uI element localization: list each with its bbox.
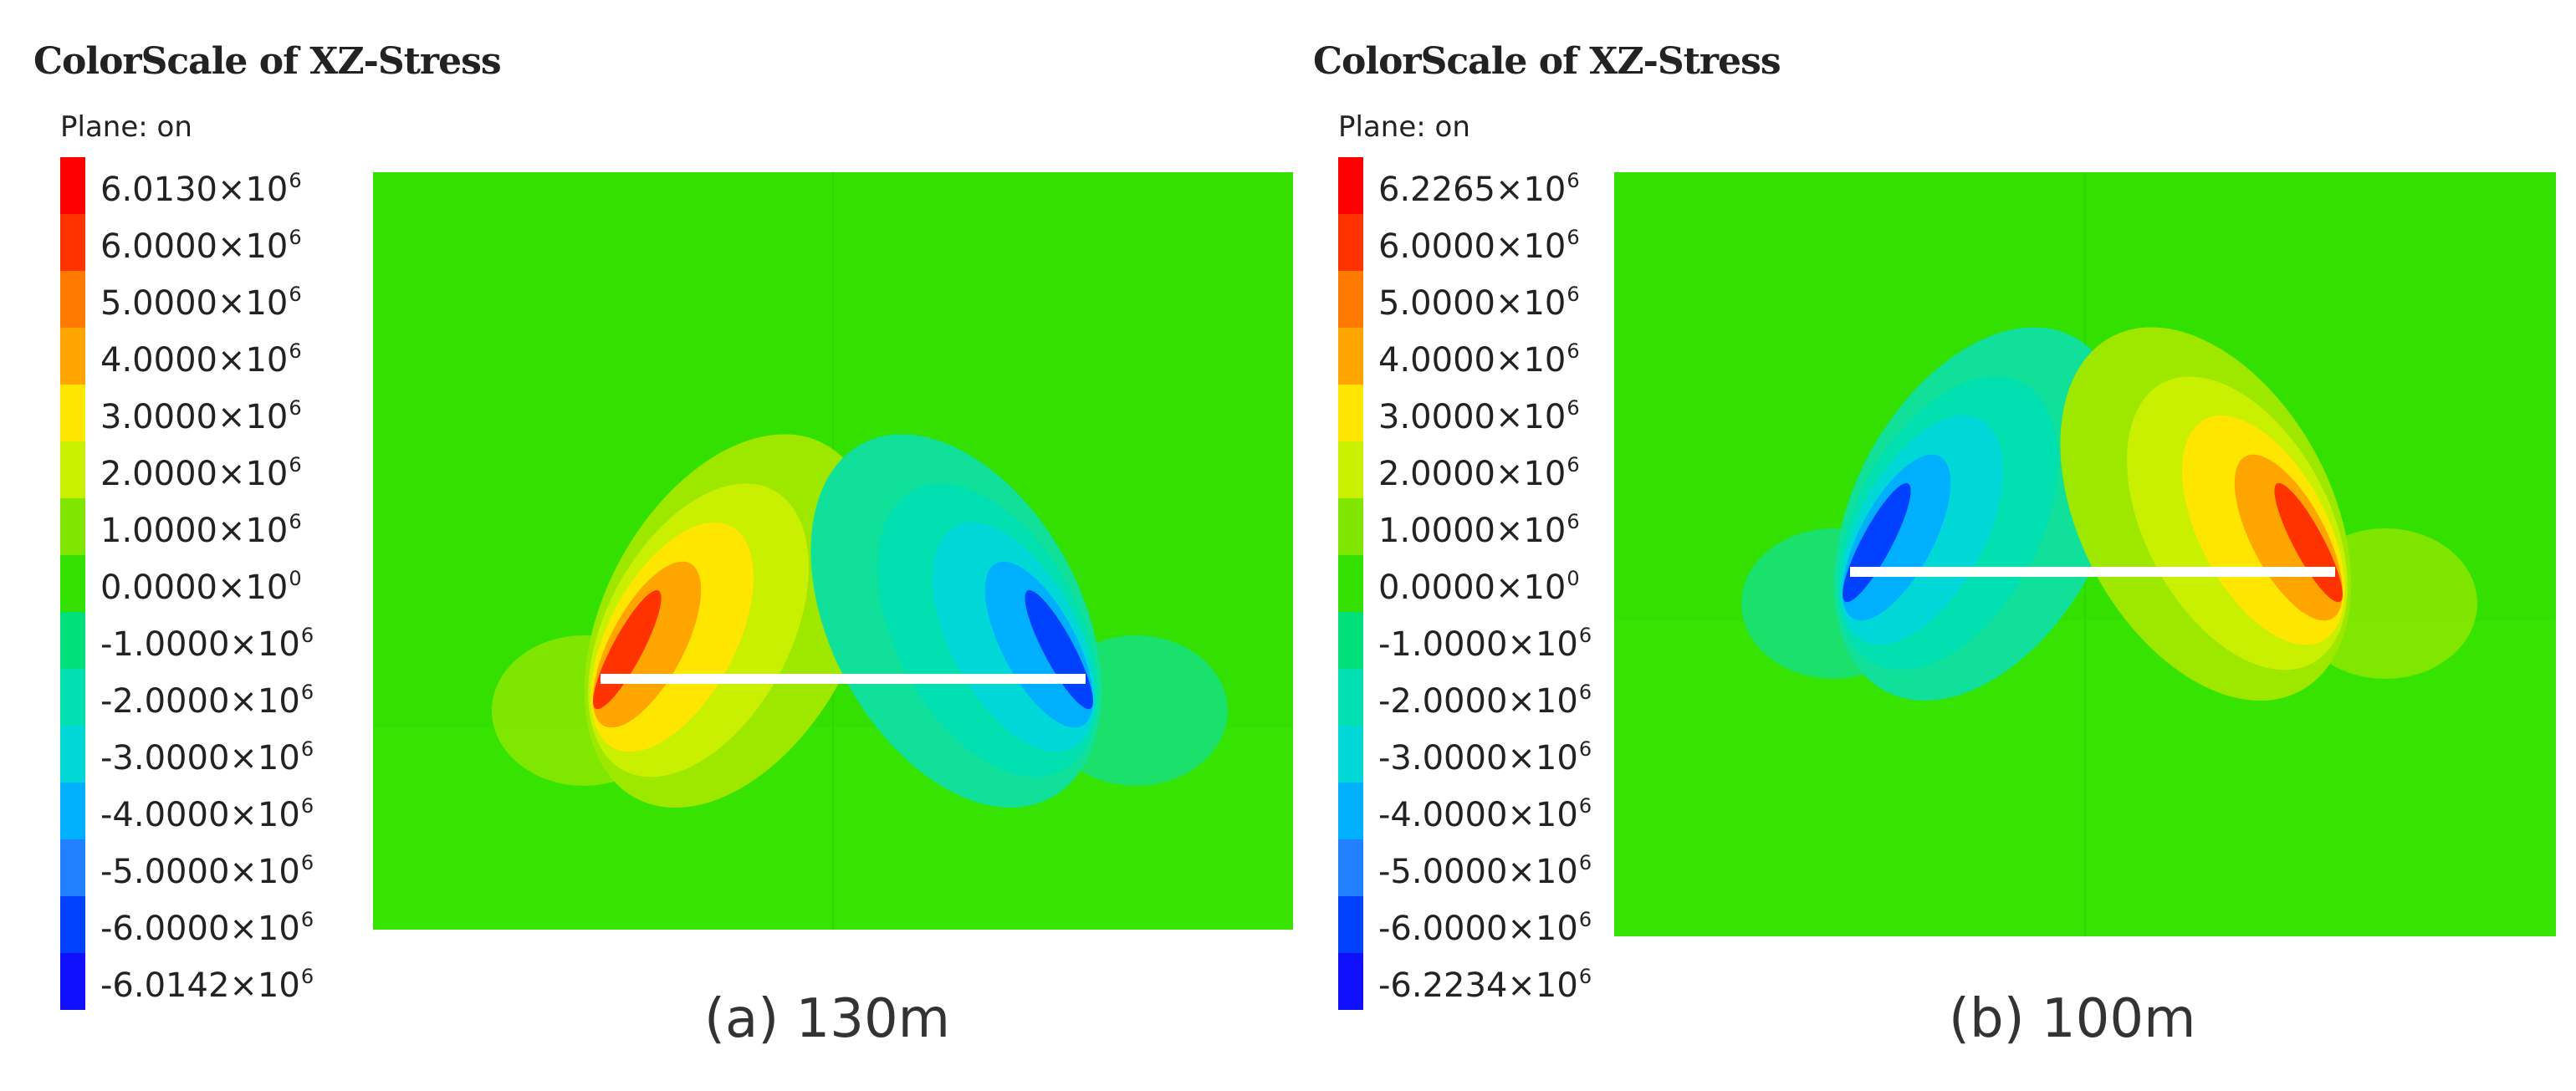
plane-label: Plane: on [1338, 110, 1470, 144]
color-scale-label: 4.0000×106 [1378, 339, 1580, 380]
color-scale-segment [1338, 612, 1363, 669]
color-scale-label: -6.0142×106 [100, 965, 314, 1005]
mined-panel-cutout [1850, 567, 2335, 577]
color-scale-label: -6.2234×106 [1378, 965, 1592, 1005]
color-scale-label: -6.0000×106 [100, 908, 314, 948]
color-scale-label: -1.0000×106 [1378, 624, 1592, 664]
color-scale-segment [1338, 839, 1363, 896]
color-scale-segment [1338, 271, 1363, 328]
color-scale-segment [1338, 555, 1363, 612]
color-scale-label: 6.2265×106 [1378, 169, 1580, 209]
color-scale-segment [1338, 385, 1363, 441]
color-scale-label: -3.0000×106 [1378, 737, 1592, 777]
stress-contour-plot [373, 172, 1293, 930]
color-scale-segment [60, 896, 85, 953]
plane-label: Plane: on [60, 110, 192, 144]
color-scale-segment [1338, 953, 1363, 1010]
color-scale-segment [60, 385, 85, 441]
color-scale-label: 0.0000×100 [100, 567, 302, 607]
panel-a: ColorScale of XZ-Stress Plane: on 6.0130… [33, 40, 1293, 1050]
color-scale-segment [1338, 328, 1363, 385]
color-scale-label: 6.0000×106 [1378, 226, 1580, 266]
color-scale-segment [1338, 726, 1363, 783]
color-scale-segment [1338, 896, 1363, 953]
color-scale-label: 5.0000×106 [1378, 283, 1580, 323]
caption-a: (a) 130m [704, 988, 950, 1050]
contour-svg [1614, 172, 2556, 936]
color-scale-segment [60, 157, 85, 214]
color-scale-segment [60, 669, 85, 726]
color-scale-bar [1338, 157, 1363, 1010]
color-scale-label: -6.0000×106 [1378, 908, 1592, 948]
color-scale-label: -4.0000×106 [1378, 794, 1592, 834]
color-scale-segment [1338, 441, 1363, 498]
color-scale-label: -3.0000×106 [100, 737, 314, 777]
color-scale-segment [60, 555, 85, 612]
color-scale-label: -1.0000×106 [100, 624, 314, 664]
color-scale-segment [1338, 214, 1363, 271]
color-scale-segment [60, 726, 85, 783]
color-scale-label: 2.0000×106 [100, 453, 302, 493]
color-scale-label: 4.0000×106 [100, 339, 302, 380]
color-scale-label: 3.0000×106 [1378, 396, 1580, 436]
colorscale-title: ColorScale of XZ-Stress [1313, 40, 1781, 83]
color-scale-segment [1338, 157, 1363, 214]
color-scale-segment [60, 271, 85, 328]
color-scale-segment [1338, 669, 1363, 726]
stress-lobe-right [810, 434, 1102, 808]
color-scale-label: 0.0000×100 [1378, 567, 1580, 607]
color-scale-segment [60, 441, 85, 498]
color-scale-label: -2.0000×106 [100, 681, 314, 721]
color-scale-label: -2.0000×106 [1378, 681, 1592, 721]
color-scale-bar [60, 157, 85, 1010]
color-scale-segment [60, 498, 85, 555]
color-scale-segment [60, 783, 85, 839]
color-scale-segment [60, 214, 85, 271]
color-scale-label: 6.0130×106 [100, 169, 302, 209]
color-scale-label: -5.0000×106 [1378, 851, 1592, 891]
stress-lobe-left [584, 434, 876, 808]
color-scale-segment [60, 839, 85, 896]
color-scale-segment [60, 612, 85, 669]
panel-b: ColorScale of XZ-Stress Plane: on 6.2265… [1305, 0, 2576, 1091]
color-scale-segment [60, 328, 85, 385]
color-scale-segment [1338, 783, 1363, 839]
color-scale-label: 6.0000×106 [100, 226, 302, 266]
stress-lobe-left [1833, 327, 2125, 701]
contour-svg [373, 172, 1293, 930]
stress-contour-plot [1614, 172, 2556, 936]
color-scale-label: -4.0000×106 [100, 794, 314, 834]
color-scale-label: 1.0000×106 [1378, 510, 1580, 550]
color-scale-segment [60, 953, 85, 1010]
color-scale-label: 3.0000×106 [100, 396, 302, 436]
stress-lobe-right [2060, 327, 2352, 701]
color-scale-segment [1338, 498, 1363, 555]
color-scale-label: 2.0000×106 [1378, 453, 1580, 493]
caption-b: (b) 100m [1949, 988, 2196, 1050]
color-scale-label: 1.0000×106 [100, 510, 302, 550]
mined-panel-cutout [601, 674, 1086, 684]
colorscale-title: ColorScale of XZ-Stress [33, 40, 502, 83]
color-scale-label: 5.0000×106 [100, 283, 302, 323]
color-scale-label: -5.0000×106 [100, 851, 314, 891]
